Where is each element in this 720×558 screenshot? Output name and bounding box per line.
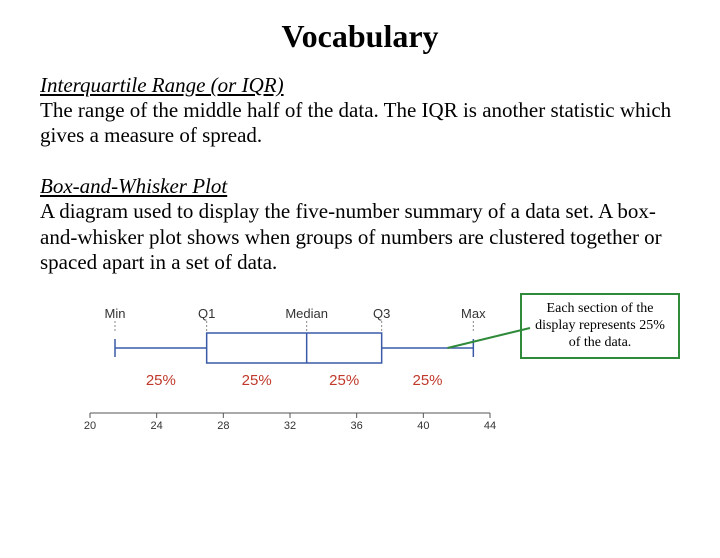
callout-text: Each section of the display represents 2… [535, 301, 665, 350]
callout-box: Each section of the display represents 2… [520, 293, 680, 359]
svg-text:40: 40 [417, 420, 429, 432]
def-boxplot: A diagram used to display the five-numbe… [40, 199, 680, 275]
svg-text:Max: Max [461, 306, 486, 321]
term-boxplot: Box-and-Whisker Plot [40, 174, 680, 199]
svg-text:Median: Median [285, 306, 328, 321]
svg-text:36: 36 [351, 420, 363, 432]
svg-text:24: 24 [151, 420, 163, 432]
svg-text:20: 20 [84, 420, 96, 432]
content-block: Interquartile Range (or IQR) The range o… [0, 73, 720, 443]
svg-text:Q1: Q1 [198, 306, 215, 321]
svg-text:Min: Min [105, 306, 126, 321]
boxplot-diagram: 20 24 28 32 36 40 44 Min Q1 Median Q3 Max 25% 25% 25% 2… [40, 283, 680, 443]
svg-text:25%: 25% [146, 372, 176, 389]
term-iqr: Interquartile Range (or IQR) [40, 73, 680, 98]
svg-text:25%: 25% [412, 372, 442, 389]
term-boxplot-label: Box-and-Whisker Plot [40, 174, 227, 198]
def-iqr: The range of the middle half of the data… [40, 98, 680, 148]
svg-text:25%: 25% [242, 372, 272, 389]
svg-text:25%: 25% [329, 372, 359, 389]
term-iqr-label: Interquartile Range (or IQR) [40, 73, 284, 97]
svg-text:32: 32 [284, 420, 296, 432]
svg-text:44: 44 [484, 420, 496, 432]
svg-text:28: 28 [217, 420, 229, 432]
page-title: Vocabulary [0, 18, 720, 55]
svg-text:Q3: Q3 [373, 306, 390, 321]
